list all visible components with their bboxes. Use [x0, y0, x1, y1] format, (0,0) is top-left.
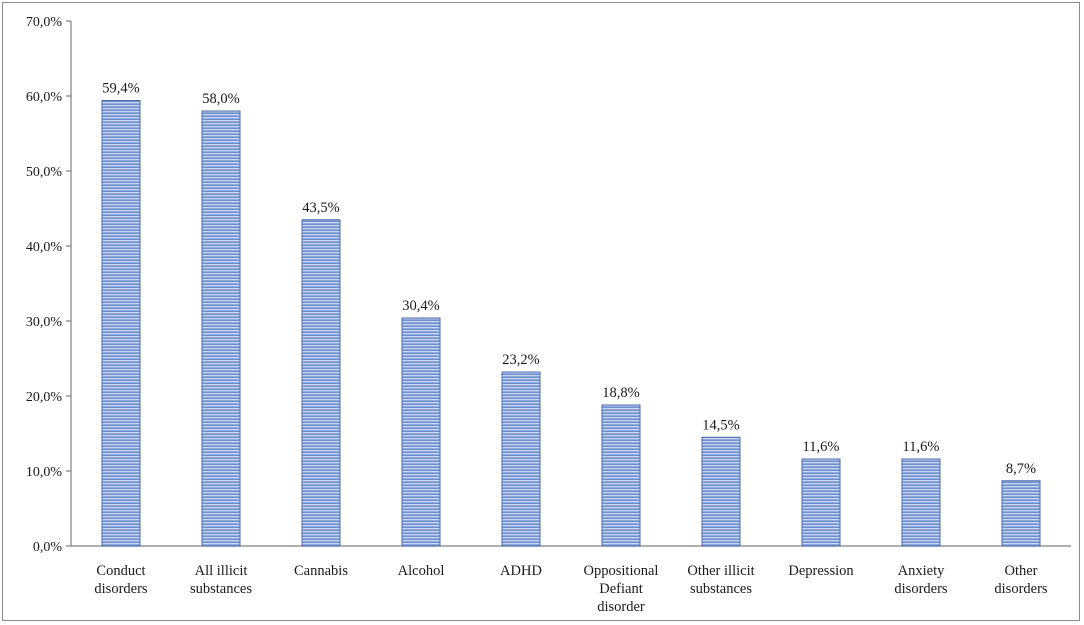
y-tick-label: 40,0% — [26, 240, 63, 255]
y-tick-label: 50,0% — [26, 165, 63, 180]
x-tick-label: Other illicit substances — [687, 563, 754, 597]
x-tick-label: ADHD — [500, 563, 542, 579]
bar — [701, 436, 741, 547]
x-tick-label: Cannabis — [294, 563, 348, 579]
x-tick-label: Oppositional Defiant disorder — [584, 563, 659, 615]
data-label: 59,4% — [102, 81, 139, 97]
bar — [201, 110, 241, 547]
x-tick-label: Conduct disorders — [94, 563, 148, 597]
y-tick-label: 70,0% — [26, 15, 63, 30]
data-label: 11,6% — [903, 439, 940, 455]
data-label: 14,5% — [702, 417, 739, 433]
bar — [501, 371, 541, 547]
x-tick-label: Other disorders — [994, 563, 1048, 597]
y-tick-label: 60,0% — [26, 90, 63, 105]
data-label: 8,7% — [1006, 461, 1036, 477]
bar — [301, 219, 341, 547]
data-label: 23,2% — [502, 352, 539, 368]
bar — [1001, 480, 1041, 547]
bars — [101, 100, 1041, 547]
data-label: 18,8% — [602, 385, 639, 401]
bar — [801, 458, 841, 547]
x-tick-label: Anxiety disorders — [894, 563, 948, 597]
y-tick-label: 0,0% — [33, 540, 63, 555]
x-tick-label: Alcohol — [398, 563, 445, 579]
bar — [401, 317, 441, 547]
data-label: 43,5% — [302, 200, 339, 216]
data-label: 11,6% — [803, 439, 840, 455]
x-tick-label: Depression — [788, 563, 854, 579]
y-tick-label: 20,0% — [26, 390, 63, 405]
y-tick-label: 30,0% — [26, 315, 63, 330]
bar — [101, 100, 141, 547]
bar — [601, 404, 641, 547]
bar — [901, 458, 941, 547]
labels: 0,0% 10,0% 20,0% 30,0% 40,0% 50,0% 60,0% 70,0% 5… — [26, 15, 1048, 615]
bar-chart: 0,0% 10,0% 20,0% 30,0% 40,0% 50,0% 60,0% 70,0% 5… — [26, 15, 1071, 615]
x-tick-label: All illicit substances — [190, 563, 252, 597]
y-tick-label: 10,0% — [26, 465, 63, 480]
data-label: 30,4% — [402, 298, 439, 314]
data-label: 58,0% — [202, 91, 239, 107]
